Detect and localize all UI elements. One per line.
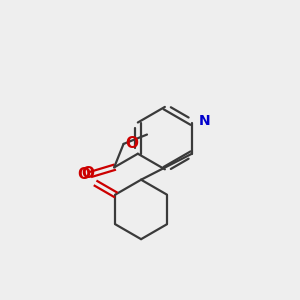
Text: O: O	[82, 166, 94, 181]
Text: O: O	[125, 136, 138, 151]
Text: N: N	[198, 114, 210, 128]
Text: O: O	[77, 167, 90, 182]
